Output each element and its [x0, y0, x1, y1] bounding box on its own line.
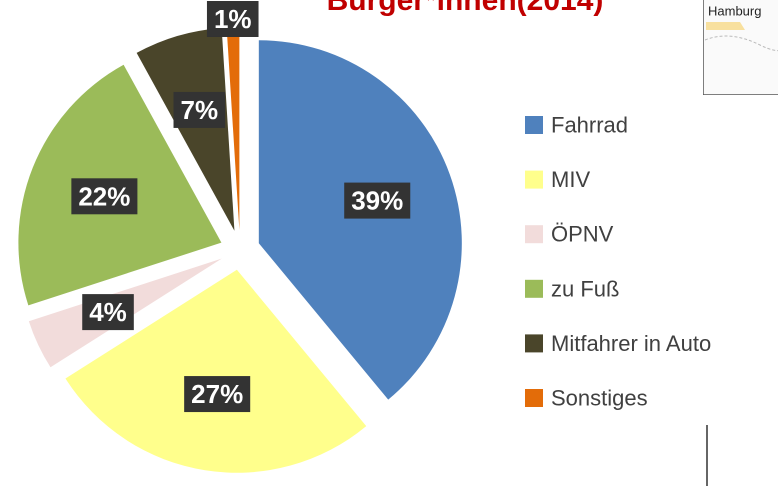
legend-swatch — [525, 116, 543, 134]
data-label-bg — [82, 294, 134, 331]
legend-swatch — [525, 279, 543, 298]
pie: 39% 27% 4% 22% 7% 1% — [18, 0, 462, 473]
data-label-bg — [344, 182, 411, 219]
data-label: 7% — [181, 95, 219, 125]
pie-slice — [65, 269, 367, 473]
data-label: 39% — [351, 186, 403, 216]
data-label: 27% — [191, 379, 243, 409]
legend-label: Mitfahrer in Auto — [551, 331, 711, 356]
map-fragment: Hamburg — [703, 0, 778, 95]
map-label: Hamburg — [708, 3, 761, 18]
legend-label: Fahrrad — [551, 113, 628, 138]
legend-swatch — [525, 389, 543, 407]
data-label-bg — [173, 91, 226, 128]
data-label: 22% — [78, 181, 130, 211]
legend-label: Sonstiges — [551, 386, 648, 411]
data-label: 4% — [89, 297, 127, 327]
legend-label: ÖPNV — [551, 222, 614, 247]
pie-slice — [258, 40, 462, 400]
legend-label: zu Fuß — [551, 276, 619, 301]
data-label: 1% — [214, 4, 252, 34]
legend-label: MIV — [551, 167, 590, 192]
pie-slice — [136, 28, 235, 231]
pie-slice — [226, 27, 240, 231]
data-label-bg — [71, 178, 138, 215]
legend: Fahrrad MIV ÖPNV zu Fuß Mitfahrer in Auto Son… — [525, 113, 711, 411]
data-label-bg — [184, 376, 251, 413]
data-label-bg — [206, 0, 259, 37]
legend-swatch — [525, 225, 543, 244]
legend-swatch — [525, 334, 543, 353]
legend-swatch — [525, 170, 543, 189]
chart-title: Bürger*innen(2014) — [327, 0, 604, 17]
